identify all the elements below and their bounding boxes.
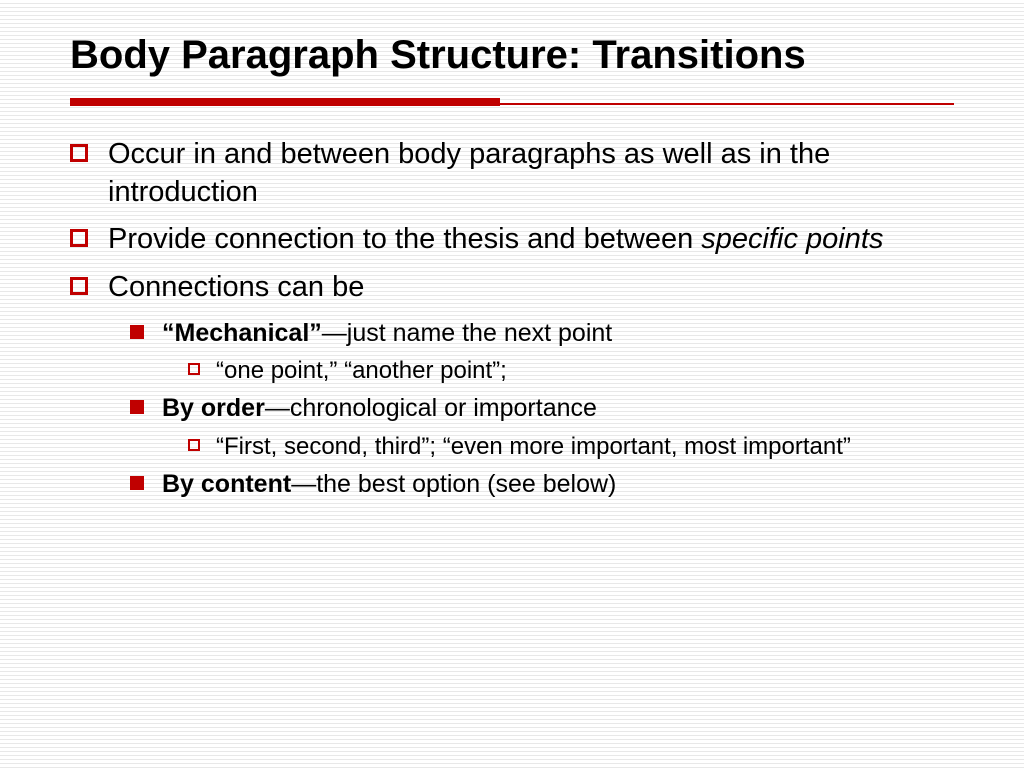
bullet-text: “First, second, third”; “even more impor…: [216, 431, 851, 462]
bullet-text: Connections can be: [108, 269, 364, 307]
underline-thin: [500, 103, 954, 105]
list-item: By order—chronological or importance: [70, 392, 954, 425]
content-area: Occur in and between body paragraphs as …: [70, 136, 954, 501]
slide-container: Body Paragraph Structure: Transitions Oc…: [0, 0, 1024, 547]
text-italic: specific points: [701, 223, 883, 255]
underline-thick: [70, 98, 500, 106]
bullet-hollow-square-icon: [70, 144, 88, 162]
text-segment: —the best option (see below): [291, 470, 616, 498]
bullet-text: Provide connection to the thesis and bet…: [108, 221, 883, 259]
list-item: “one point,” “another point”;: [70, 355, 954, 386]
bullet-hollow-square-icon: [188, 439, 200, 451]
list-item: Provide connection to the thesis and bet…: [70, 221, 954, 259]
title-underline: [70, 98, 954, 108]
text-segment: —chronological or importance: [265, 394, 597, 422]
bullet-text: By order—chronological or importance: [162, 392, 597, 425]
text-bold: By content: [162, 470, 291, 498]
bullet-text: Occur in and between body paragraphs as …: [108, 136, 954, 211]
bullet-filled-square-icon: [130, 476, 144, 490]
bullet-text: “Mechanical”—just name the next point: [162, 317, 612, 350]
bullet-hollow-square-icon: [70, 229, 88, 247]
text-bold: By order: [162, 394, 265, 422]
bullet-hollow-square-icon: [188, 363, 200, 375]
list-item: “Mechanical”—just name the next point: [70, 317, 954, 350]
bullet-text: By content—the best option (see below): [162, 468, 616, 501]
bullet-filled-square-icon: [130, 325, 144, 339]
text-segment: —just name the next point: [322, 319, 612, 347]
bullet-text: “one point,” “another point”;: [216, 355, 507, 386]
bullet-hollow-square-icon: [70, 277, 88, 295]
text-bold: “Mechanical”: [162, 319, 322, 347]
text-segment: Provide connection to the thesis and bet…: [108, 223, 701, 255]
list-item: By content—the best option (see below): [70, 468, 954, 501]
bullet-filled-square-icon: [130, 400, 144, 414]
list-item: “First, second, third”; “even more impor…: [70, 431, 954, 462]
list-item: Connections can be: [70, 269, 954, 307]
list-item: Occur in and between body paragraphs as …: [70, 136, 954, 211]
slide-title: Body Paragraph Structure: Transitions: [70, 30, 954, 80]
